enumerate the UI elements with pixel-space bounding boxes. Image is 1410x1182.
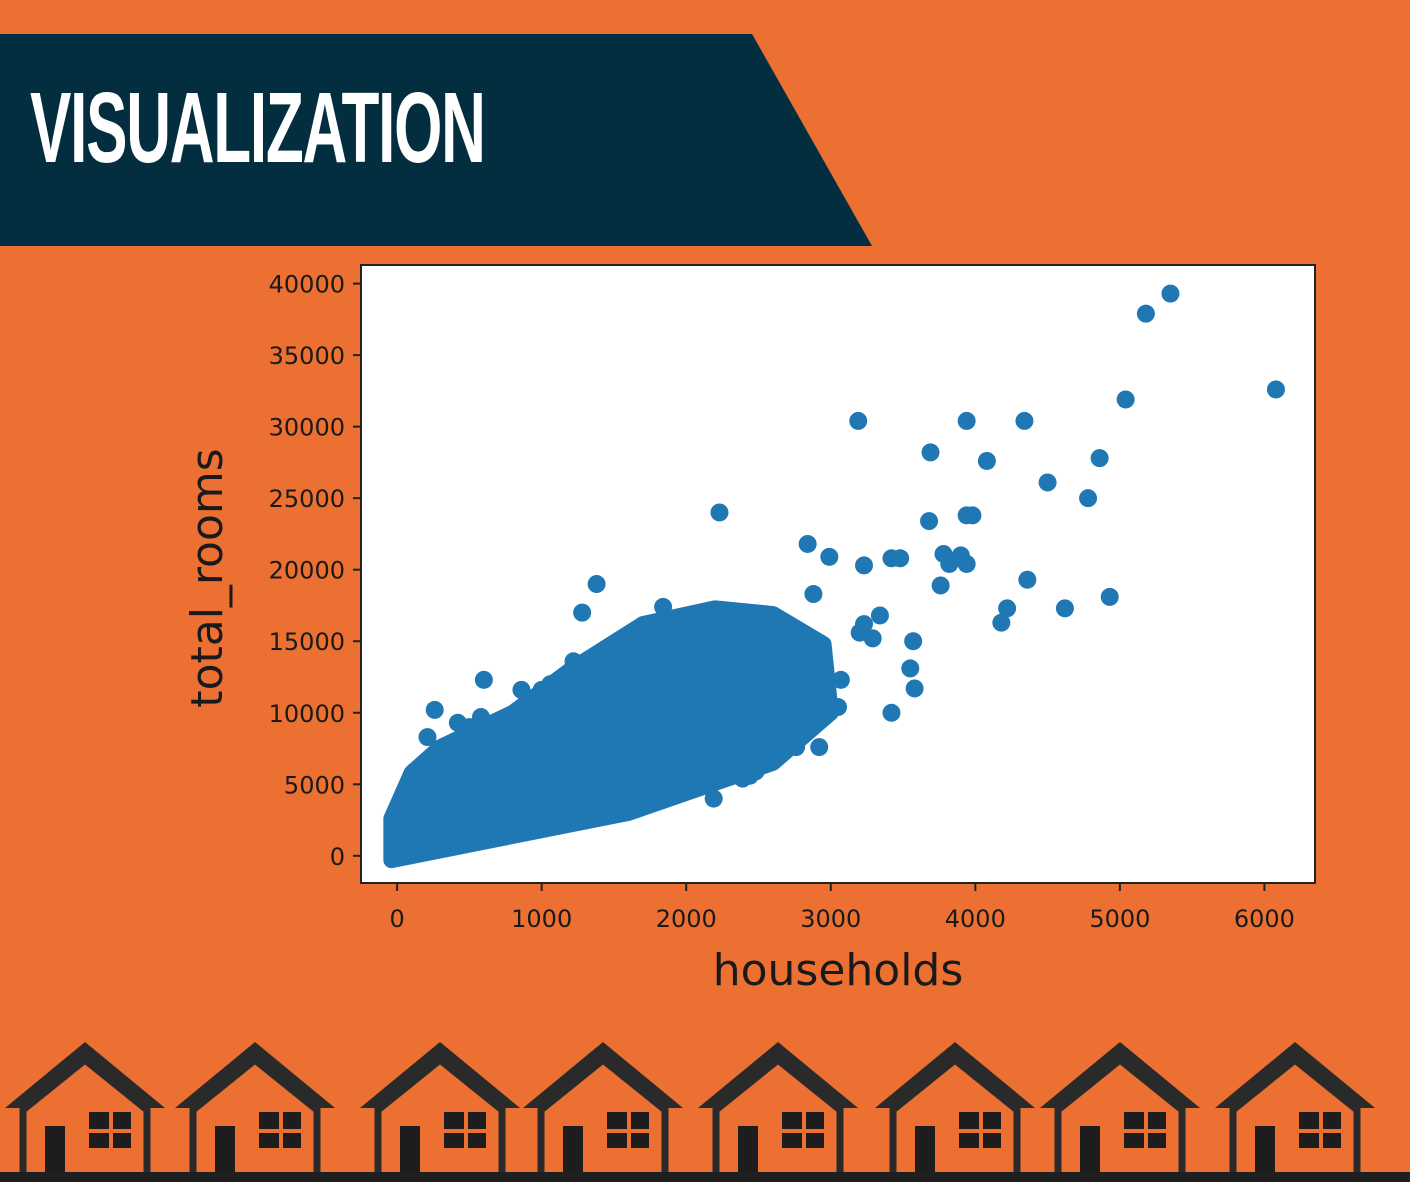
scatter-point (882, 549, 901, 568)
scatter-point (931, 576, 950, 595)
scatter-point (920, 512, 939, 531)
scatter-point (1161, 284, 1180, 303)
scatter-point (512, 680, 531, 699)
banner-title: VISUALIZATION (30, 72, 486, 184)
scatter-point (1100, 587, 1119, 606)
scatter-points (405, 284, 1285, 808)
scatter-point (905, 679, 924, 698)
scatter-point (1116, 390, 1135, 409)
house-icon (523, 1042, 683, 1182)
scatter-point (1055, 599, 1074, 618)
scatter-point (425, 700, 444, 719)
x-tick-label: 6000 (1234, 905, 1295, 933)
x-tick-label: 3000 (800, 905, 861, 933)
scatter-point (573, 603, 592, 622)
houses-decoration (0, 1030, 1410, 1182)
y-tick-label: 35000 (269, 342, 345, 370)
scatter-point (750, 712, 769, 731)
scatter-point (957, 506, 976, 525)
scatter-point (651, 750, 670, 769)
x-tick-label: 1000 (511, 905, 572, 933)
scatter-point (1136, 304, 1155, 323)
scatter-point (904, 632, 923, 651)
scatter-point (710, 503, 729, 522)
scatter-point (629, 640, 648, 659)
y-tick-label: 40000 (269, 271, 345, 299)
y-tick-label: 30000 (269, 414, 345, 442)
scatter-point (992, 613, 1011, 632)
scatter-point (474, 670, 493, 689)
x-tick-label: 2000 (656, 905, 717, 933)
x-tick-label: 0 (389, 905, 404, 933)
scatter-point (1038, 473, 1057, 492)
scatter-point (810, 738, 829, 757)
scatter-point (798, 534, 817, 553)
scatter-point (688, 776, 707, 795)
scatter-point (901, 659, 920, 678)
scatter-point (448, 713, 467, 732)
y-tick-label: 10000 (269, 700, 345, 728)
scatter-chart: 0 1000 2000 3000 4000 5000 6000 0 5000 10000 1500… (182, 264, 1316, 996)
scatter-point (599, 673, 618, 692)
scatter-point (778, 622, 797, 641)
scatter-point (849, 411, 868, 430)
scatter-point (934, 544, 953, 563)
y-tick-label: 0 (330, 843, 345, 871)
scatter-point (1079, 489, 1098, 508)
scatter-point (405, 762, 424, 781)
house-icon (698, 1042, 858, 1182)
scatter-point (418, 728, 437, 747)
x-tick-label: 4000 (945, 905, 1006, 933)
scatter-point (882, 703, 901, 722)
scatter-point (613, 686, 632, 705)
scatter-point (587, 575, 606, 594)
banner-shape (0, 34, 872, 246)
scatter-point (921, 443, 940, 462)
scatter-point (1015, 411, 1034, 430)
scatter-point (733, 769, 752, 788)
scatter-point (787, 738, 806, 757)
scatter-point (850, 623, 869, 642)
scatter-point (804, 585, 823, 604)
scatter-point (532, 680, 551, 699)
scatter-point (1090, 449, 1109, 468)
y-axis-ticks: 0 5000 10000 15000 20000 25000 30000 35000 40000 (269, 271, 361, 871)
y-tick-label: 20000 (269, 557, 345, 585)
x-axis-label: households (713, 945, 964, 996)
house-icon (875, 1042, 1035, 1182)
y-tick-label: 15000 (269, 628, 345, 656)
scatter-point (829, 698, 847, 717)
house-icon (360, 1042, 520, 1182)
x-axis-ticks: 0 1000 2000 3000 4000 5000 6000 (389, 883, 1295, 933)
scatter-point (831, 670, 850, 689)
scatter-point (855, 556, 874, 575)
house-icon (5, 1042, 165, 1182)
scatter-point (654, 597, 673, 616)
scatter-point (998, 599, 1017, 618)
y-tick-label: 25000 (269, 485, 345, 513)
scatter-point (977, 451, 996, 470)
title-banner (0, 34, 872, 246)
scatter-point (564, 652, 583, 671)
scatter-point (870, 606, 889, 625)
scatter-point (791, 650, 810, 669)
house-icon (175, 1042, 335, 1182)
x-tick-label: 5000 (1089, 905, 1150, 933)
scatter-point (1266, 380, 1285, 399)
scatter-point (957, 411, 976, 430)
scatter-point (720, 748, 739, 767)
scatter-point (704, 789, 723, 808)
scatter-point (820, 547, 839, 566)
y-axis-label: total_rooms (182, 448, 233, 707)
y-tick-label: 5000 (284, 771, 345, 799)
house-icon (1215, 1042, 1375, 1182)
house-icon (1040, 1042, 1200, 1182)
scatter-point (1018, 570, 1037, 589)
scatter-point (765, 702, 784, 721)
